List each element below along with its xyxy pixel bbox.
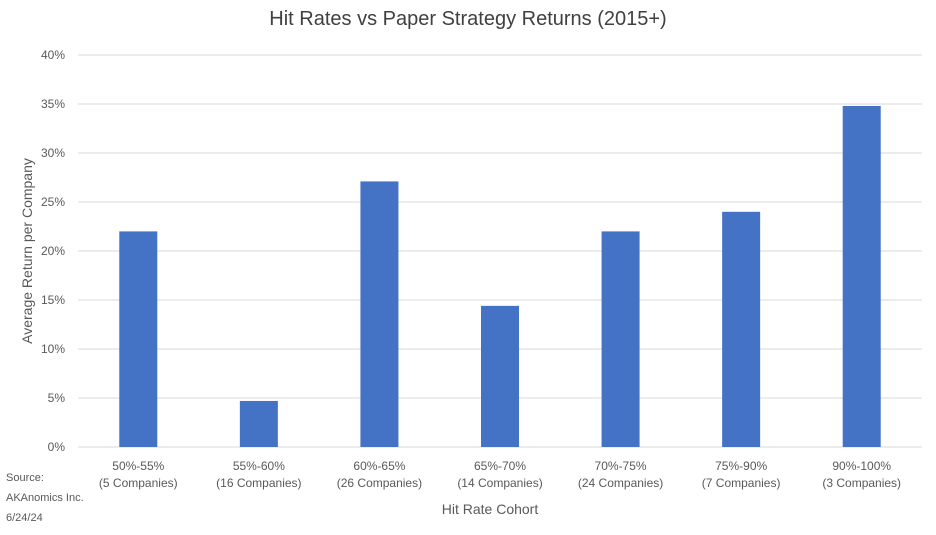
bar <box>842 105 881 448</box>
x-tick-label: (16 Companies) <box>216 476 301 490</box>
x-axis-title: Hit Rate Cohort <box>442 501 539 517</box>
bar <box>481 305 519 447</box>
x-tick-label: 75%-90% <box>715 459 767 473</box>
x-tick-label: 60%-65% <box>353 459 405 473</box>
source-label: Source: <box>6 472 44 484</box>
source-name: AKAnomics Inc. <box>6 492 84 504</box>
source-date: 6/24/24 <box>6 512 43 524</box>
y-tick-label: 5% <box>48 391 66 405</box>
y-axis-title: Average Return per Company <box>19 158 35 344</box>
x-tick-label: (24 Companies) <box>578 476 663 490</box>
y-tick-label: 10% <box>41 342 65 356</box>
y-tick-label: 25% <box>41 195 65 209</box>
bar <box>119 231 158 447</box>
x-tick-label: 55%-60% <box>233 459 285 473</box>
bar <box>360 181 399 448</box>
y-tick-label: 20% <box>41 244 65 258</box>
y-tick-label: 0% <box>48 440 66 454</box>
x-tick-label: 50%-55% <box>112 459 164 473</box>
y-tick-label: 15% <box>41 293 65 307</box>
x-tick-label: (3 Companies) <box>822 476 901 490</box>
chart-title: Hit Rates vs Paper Strategy Returns (201… <box>269 8 667 30</box>
y-tick-label: 30% <box>41 146 65 160</box>
x-tick-label: (14 Companies) <box>457 476 542 490</box>
x-tick-label: 70%-75% <box>595 459 647 473</box>
bar <box>239 400 278 447</box>
bar <box>722 211 761 447</box>
bar <box>601 231 640 447</box>
x-tick-label: 90%-100% <box>832 459 891 473</box>
x-tick-label: (26 Companies) <box>337 476 422 490</box>
x-tick-label: (7 Companies) <box>702 476 781 490</box>
y-tick-label: 35% <box>41 97 65 111</box>
y-tick-label: 40% <box>41 48 65 62</box>
x-tick-label: 65%-70% <box>474 459 526 473</box>
x-tick-label: (5 Companies) <box>99 476 178 490</box>
